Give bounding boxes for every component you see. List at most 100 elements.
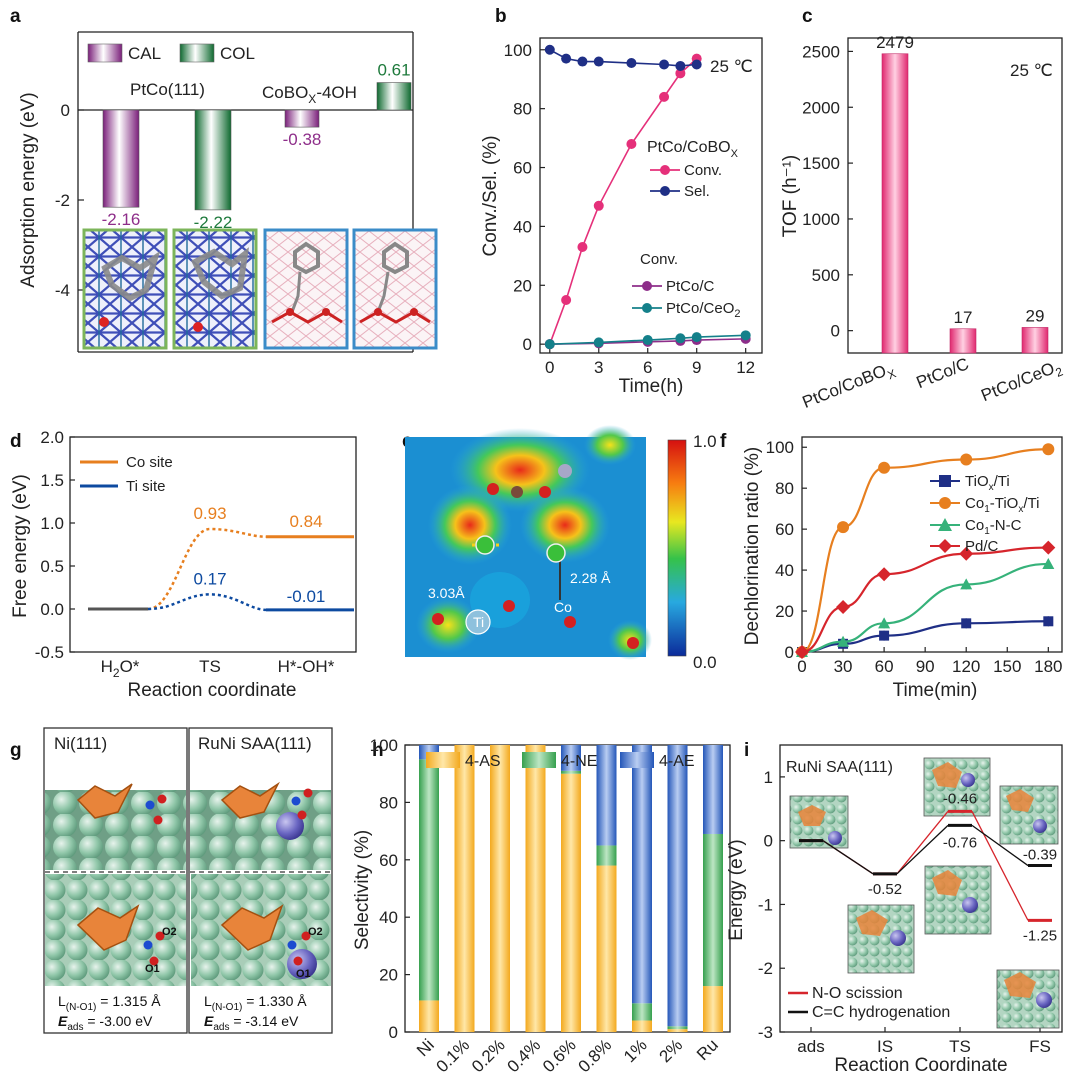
e-colorbar <box>667 439 687 657</box>
i-ytick-1: -2 <box>758 959 773 978</box>
h-xtick-4: 0.6% <box>539 1035 580 1076</box>
a-group-ptco: PtCo(111) <box>130 80 205 99</box>
d-ytick-0: -0.5 <box>35 643 64 662</box>
c-ytick-0: 0 <box>831 322 840 341</box>
h-xtick-6: 1% <box>620 1035 651 1066</box>
f-series-0-point-2 <box>879 630 890 641</box>
b-series-1-point-0 <box>544 44 555 55</box>
i-ytick-0: -3 <box>758 1023 773 1042</box>
c-ytick-1: 500 <box>812 266 840 285</box>
b-series-line-1 <box>549 49 697 67</box>
f-series-0-point-3 <box>961 618 972 629</box>
panel-label-d: d <box>10 431 22 452</box>
f-ytick-1: 20 <box>775 602 794 621</box>
d-ytick-2: 0.5 <box>40 557 64 576</box>
a-bar-1 <box>194 109 232 211</box>
a-structure-cal-cobox <box>263 228 349 350</box>
i-title: RuNi SAA(111) <box>786 759 893 776</box>
b-temperature: 25 ℃ <box>710 57 753 76</box>
f-xlabel: Time(min) <box>893 680 978 701</box>
i-label-fs-no: -1.25 <box>1023 927 1057 944</box>
h-legend-as: 4-AS <box>465 753 501 770</box>
e-dist-ti: 3.03Å <box>428 585 465 601</box>
g-ni-bond: L(N-O1) = 1.315 Å <box>58 993 161 1013</box>
b-series-0-point-1 <box>561 295 572 306</box>
i-xtick-0: ads <box>797 1037 824 1056</box>
f-series-2-point-3 <box>960 578 973 590</box>
h-bar-6-0 <box>632 1020 652 1032</box>
a-legend-cal-swatch <box>87 43 123 63</box>
b-series-3-point-2 <box>642 335 653 346</box>
b-series-0-point-2 <box>577 242 588 253</box>
f-series-0-point-4 <box>1043 616 1054 627</box>
b-xtick-2: 6 <box>643 358 652 377</box>
panel-f: 0 30 60 90 120 150 180 0 20 40 60 80 100 Dechlorinat… <box>742 436 1063 701</box>
d-ytick-1: 0.0 <box>40 600 64 619</box>
f-ytick-3: 60 <box>775 520 794 539</box>
f-series-1-point-4 <box>1042 443 1055 456</box>
c-bar-1 <box>949 328 977 354</box>
h-bar-8-0 <box>703 986 723 1032</box>
f-series-line-3 <box>801 546 1049 654</box>
a-structure-col-cobox <box>352 228 438 350</box>
h-ytick-4: 80 <box>379 793 398 812</box>
c-ytick-5: 2500 <box>802 42 840 61</box>
f-series-3-point-1 <box>836 599 851 614</box>
i-ytick-2: -1 <box>758 895 773 914</box>
i-legend-cc: C=C hydrogenation <box>812 1004 950 1021</box>
d-label-co-final: 0.84 <box>289 512 322 531</box>
panel-e: 3.03Å 2.28 Å Ti Co 1.0 0.0 <box>405 425 717 672</box>
h-xtick-7: 2% <box>656 1035 687 1066</box>
f-xtick-6: 180 <box>1034 657 1062 676</box>
f-legend-co1tiox: Co1-TiOx/Ti <box>930 495 1039 515</box>
i-connector-0-2 <box>971 811 1029 921</box>
h-bar-1-0 <box>454 745 475 1032</box>
e-label-co: Co <box>554 599 572 615</box>
h-bar-0-0 <box>419 1000 439 1032</box>
b-legend-conv-text: Conv. <box>684 162 722 179</box>
h-ytick-1: 20 <box>379 966 398 985</box>
a-legend-col: COL <box>220 44 255 63</box>
panel-label-c: c <box>802 6 813 27</box>
b-ytick-4: 80 <box>513 100 532 119</box>
f-series-line-2 <box>801 562 1049 654</box>
h-ytick-3: 60 <box>379 851 398 870</box>
d-curve-1 <box>147 593 267 612</box>
panel-label-g: g <box>10 740 22 761</box>
panel-label-b: b <box>495 6 507 27</box>
a-bar-label-3: 0.61 <box>377 61 410 80</box>
b-xtick-3: 9 <box>692 358 701 377</box>
d-ylabel: Free energy (eV) <box>10 474 31 618</box>
b-series-3-point-5 <box>740 330 751 341</box>
g-runi-structure: RuNi SAA(111) O2 O1 L(N-O1) = 1.330 Å Ea… <box>188 727 333 1034</box>
e-colorbar-max: 1.0 <box>693 432 717 451</box>
a-bar-label-0: -2.16 <box>102 210 141 229</box>
f-ytick-5: 100 <box>766 438 794 457</box>
f-xtick-1: 30 <box>834 657 853 676</box>
b-legend-ptcoceo2-text: PtCo/CeO2 <box>666 300 740 320</box>
f-xtick-5: 150 <box>993 657 1021 676</box>
i-ytick-3: 0 <box>764 832 773 851</box>
panel-label-h: h <box>372 740 384 761</box>
b-xtick-0: 0 <box>545 358 554 377</box>
i-label-fs-cc: -0.39 <box>1023 847 1057 864</box>
b-series-1-point-5 <box>659 59 670 70</box>
i-connector-1-1 <box>896 824 949 875</box>
f-series-3-point-3 <box>959 546 974 561</box>
i-ylabel: Energy (eV) <box>726 839 747 940</box>
d-label-co-ts: 0.93 <box>193 504 226 523</box>
f-series-1-point-1 <box>837 521 850 534</box>
c-bar-label-2: 29 <box>1026 306 1045 325</box>
d-legend-co: Co site <box>80 454 173 471</box>
f-xtick-0: 0 <box>797 657 806 676</box>
h-bar-8-1 <box>703 833 723 987</box>
a-ytick-1: -2 <box>55 191 70 210</box>
f-ytick-4: 80 <box>775 479 794 498</box>
b-series-3-point-0 <box>544 339 555 350</box>
f-series-1-point-2 <box>878 461 891 474</box>
h-bar-2-0 <box>490 745 510 1032</box>
b-series-1-point-2 <box>577 56 588 67</box>
f-legend-pdc-text: Pd/C <box>965 538 999 555</box>
